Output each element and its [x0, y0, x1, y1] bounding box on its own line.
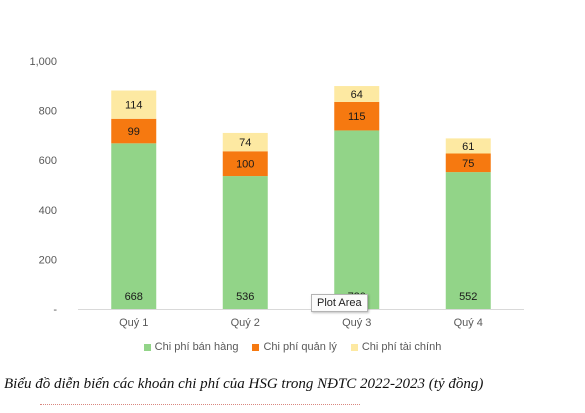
data-label: 668 — [125, 291, 143, 303]
bar-segment — [222, 151, 268, 177]
legend-label: Chi phí tài chính — [361, 341, 442, 353]
x-tick-label: Quý 2 — [231, 317, 260, 329]
data-label: 114 — [125, 100, 143, 112]
y-tick-label: 400 — [39, 205, 57, 217]
legend-item: Chi phí bán hàng — [143, 341, 239, 353]
legend-swatch — [252, 343, 260, 351]
bar-segment — [222, 132, 268, 152]
bar-segment — [445, 138, 491, 154]
x-tick-label: Quý 1 — [119, 317, 148, 329]
legend-item: Chi phí tài chính — [350, 341, 442, 353]
data-label: 64 — [351, 89, 363, 101]
bar-segment — [222, 176, 268, 309]
data-label: 115 — [348, 111, 366, 123]
y-tick-label: 1,000 — [29, 56, 57, 68]
chart-caption: Biểu đồ diễn biến các khoản chi phí của … — [4, 376, 484, 392]
bar-group: 6689911453610074720115645527561 — [111, 86, 491, 309]
legend: Chi phí bán hàng Chi phí quản lý Chi phí t… — [0, 341, 585, 353]
x-axis: Quý 1 Quý 2 Quý 3 Quý 4 — [119, 317, 483, 329]
legend-swatch — [350, 343, 358, 351]
legend-label: Chi phí bán hàng — [154, 341, 239, 353]
data-label: 100 — [236, 159, 254, 171]
legend-label: Chi phí quản lý — [263, 341, 337, 353]
data-label: 99 — [128, 126, 140, 138]
data-label: 552 — [459, 291, 477, 303]
bar-segment — [111, 90, 157, 119]
legend-item: Chi phí quản lý — [252, 341, 337, 353]
bar-segment — [334, 101, 380, 131]
plot-area-tooltip: Plot Area — [311, 294, 368, 312]
y-tick-label: 800 — [39, 106, 57, 118]
x-tick-label: Quý 3 — [342, 317, 371, 329]
data-label: 74 — [239, 137, 251, 149]
data-label: 536 — [236, 291, 254, 303]
legend-swatch — [143, 343, 151, 351]
caption-spellcheck-underline — [40, 404, 360, 413]
y-tick-label: 200 — [39, 254, 57, 266]
bar-segment — [334, 86, 380, 102]
x-tick-label: Quý 4 — [454, 317, 483, 329]
bar-segment — [445, 172, 491, 309]
y-axis: - 200 400 600 800 1,000 — [29, 56, 57, 316]
data-label: 61 — [462, 141, 474, 153]
bar-segment — [111, 143, 157, 309]
y-tick-label: 600 — [39, 155, 57, 167]
y-tick-label: - — [53, 304, 57, 316]
bar-segment — [445, 153, 491, 173]
bar-segment — [334, 130, 380, 309]
bar-segment — [111, 118, 157, 144]
data-label: 75 — [462, 158, 474, 170]
